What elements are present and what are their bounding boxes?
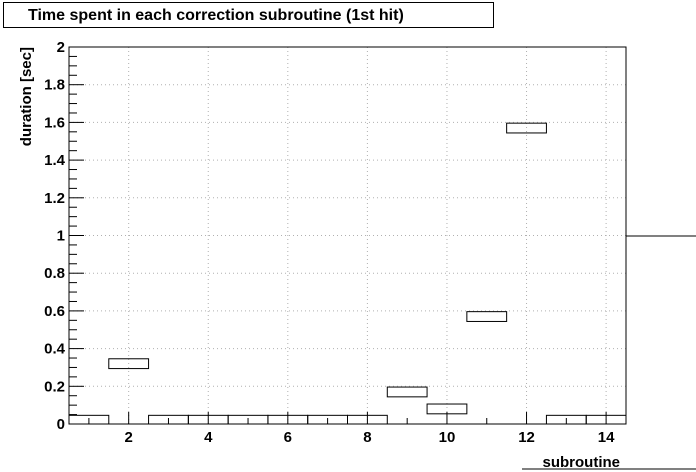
y-tick-label: 0 [57,416,65,433]
x-tick-label: 4 [204,429,213,446]
y-tick-label: 0.2 [44,378,65,395]
data-box [466,311,508,322]
title-box: Time spent in each correction subroutine… [3,2,494,28]
tick-labels: 0 0.2 0.4 0.6 0.8 1 1.2 1.4 1.6 1.8 2 2 4 6 8 10 12 14 [44,39,615,446]
y-tick-label: 1 [57,228,65,245]
data-box [386,386,428,398]
y-tick-label: 1.8 [44,77,65,94]
data-box [108,358,150,370]
x-tick-label: 10 [439,429,456,446]
x-tick-label: 14 [598,429,615,446]
y-tick-label: 1.6 [44,114,65,131]
x-tick-label: 6 [284,429,292,446]
y-tick-label: 1.2 [44,190,65,207]
grid-layer [69,47,626,424]
x-tick-label: 2 [125,429,133,446]
y-tick-label: 0.6 [44,303,65,320]
data-boxes [68,122,627,425]
y-tick-label: 2 [57,39,65,56]
y-tick-label: 0.8 [44,265,65,282]
chart-title: Time spent in each correction subroutine… [28,7,404,24]
y-tick-label: 0.4 [44,341,66,358]
x-tick-label: 8 [363,429,371,446]
y-tick-label: 1.4 [44,152,66,169]
y-axis-label: duration [sec] [18,47,35,146]
x-axis-label: subroutine [543,454,621,471]
plot-frame [68,46,627,425]
data-box [506,122,547,134]
x-tick-label: 12 [518,429,535,446]
axis-ticks [69,46,607,425]
